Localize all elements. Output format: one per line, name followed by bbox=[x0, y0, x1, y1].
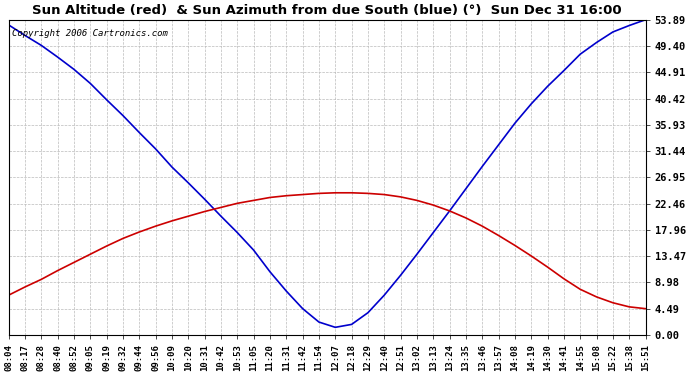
Title: Sun Altitude (red)  & Sun Azimuth from due South (blue) (°)  Sun Dec 31 16:00: Sun Altitude (red) & Sun Azimuth from du… bbox=[32, 4, 622, 17]
Text: Copyright 2006 Cartronics.com: Copyright 2006 Cartronics.com bbox=[12, 29, 168, 38]
